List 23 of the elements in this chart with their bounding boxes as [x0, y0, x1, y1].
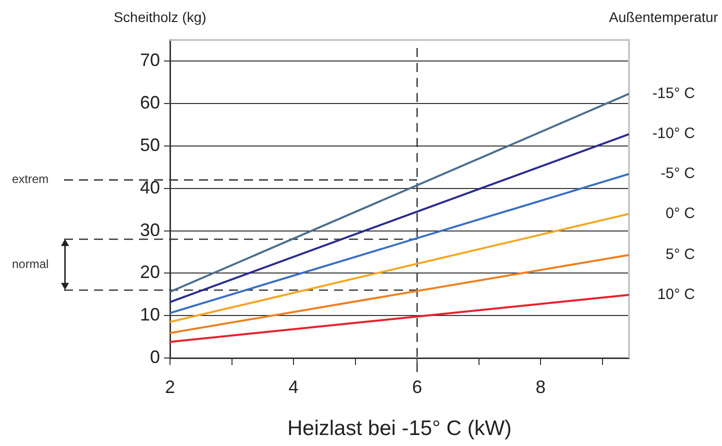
legend-title: Außentemperatur	[609, 8, 718, 25]
series-label: -10° C	[652, 125, 695, 144]
y-tick-label: 0	[150, 346, 160, 367]
y-tick-label: 40	[140, 177, 160, 198]
text: 5° C	[666, 246, 695, 264]
y-tick-label: 30	[140, 220, 160, 240]
x-tick-label: 2	[164, 376, 176, 397]
x-tick-label: 8	[536, 376, 546, 397]
y-tick-label: 50	[140, 134, 160, 155]
y-tick-label: 70	[140, 50, 160, 70]
text: -5° C	[660, 164, 695, 183]
y-axis-title: Scheitholz (kg)	[114, 8, 206, 25]
text: normal	[12, 257, 49, 272]
x-tick-label: 4	[288, 376, 299, 397]
ref-line-label: extrem	[12, 172, 49, 186]
y-tick-label: 10	[140, 304, 160, 325]
x-tick-label: 6	[412, 376, 422, 397]
series-label: 10° C	[657, 286, 695, 304]
y-tick-label: 20	[140, 262, 160, 282]
series-label: -15° C	[652, 84, 695, 103]
x-axis-title: Heizlast bei -15° C (kW)	[287, 417, 512, 440]
text: 0° C	[666, 204, 695, 223]
y-tick-label: 60	[140, 92, 160, 113]
